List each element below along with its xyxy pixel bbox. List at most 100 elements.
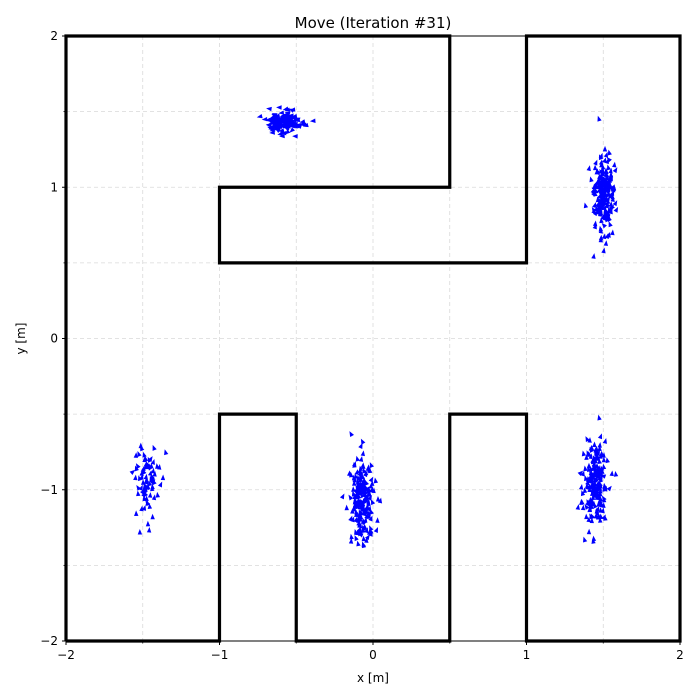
particle-marker	[362, 490, 367, 497]
particle-marker	[279, 124, 285, 129]
cluster-right-upper	[583, 115, 619, 259]
particle-marker	[283, 120, 290, 125]
particle-marker	[373, 477, 379, 484]
particle-marker	[606, 485, 612, 492]
particle-marker	[144, 495, 149, 502]
particle-marker	[598, 475, 603, 482]
particle-marker	[591, 253, 596, 259]
particle-marker	[606, 164, 612, 171]
particle-marker	[370, 499, 376, 506]
particle-marker	[608, 204, 615, 211]
particle-marker	[157, 481, 163, 488]
y-tick-label: 0	[50, 332, 58, 346]
particle-marker	[265, 123, 272, 128]
particle-marker	[361, 541, 366, 548]
particle-marker	[588, 499, 593, 506]
particle-marker	[608, 221, 613, 228]
particle-marker	[360, 438, 366, 445]
particle-marker	[606, 156, 612, 163]
particle-marker	[589, 513, 594, 520]
particle-marker	[598, 152, 603, 159]
y-axis-label: y [m]	[14, 323, 28, 355]
particle-marker	[583, 202, 589, 209]
particle-marker	[282, 114, 289, 119]
chart-title: Move (Iteration #31)	[295, 14, 452, 32]
particle-marker	[349, 471, 354, 478]
particle-marker	[278, 110, 285, 115]
particle-marker	[354, 469, 359, 475]
particle-marker	[597, 115, 602, 122]
particle-marker	[598, 467, 604, 474]
particle-marker	[369, 480, 375, 486]
particle-marker	[133, 474, 138, 481]
particle-marker	[371, 487, 376, 494]
particle-marker	[365, 488, 371, 494]
particle-marker	[597, 499, 602, 506]
y-tick-label: 1	[50, 180, 58, 194]
particles	[129, 105, 619, 549]
particle-marker	[585, 484, 590, 491]
particle-marker	[364, 534, 370, 541]
particle-marker	[143, 473, 148, 480]
particle-marker	[581, 450, 587, 457]
particle-marker	[354, 535, 359, 542]
axis-ticks: −2 −1 0 1 2 −2 −1 0 1 2	[40, 29, 684, 662]
particle-marker	[309, 118, 316, 123]
x-axis-label: x [m]	[357, 671, 389, 685]
particle-marker	[136, 490, 141, 497]
particle-marker	[150, 513, 155, 520]
particle-marker	[598, 225, 603, 232]
particle-marker	[160, 474, 166, 481]
particle-marker	[587, 451, 592, 457]
particle-marker	[145, 499, 150, 506]
particle-marker	[601, 463, 607, 470]
particle-marker	[601, 502, 606, 508]
particle-marker	[586, 528, 592, 535]
particle-marker	[586, 462, 592, 469]
particle-marker	[584, 513, 589, 520]
particle-marker	[592, 223, 597, 230]
particle-marker	[288, 108, 295, 113]
particle-marker	[364, 486, 370, 492]
particle-marker	[144, 477, 149, 483]
particle-marker	[368, 515, 373, 522]
particle-marker	[607, 149, 612, 156]
particle-marker	[352, 480, 357, 486]
x-tick-label: 2	[676, 648, 684, 662]
particle-marker	[602, 211, 607, 218]
particle-marker	[364, 537, 369, 543]
cluster-bottom-left	[129, 442, 169, 535]
particle-marker	[145, 484, 150, 490]
particle-marker	[596, 494, 602, 501]
particle-marker	[603, 151, 609, 158]
particle-marker	[355, 529, 360, 536]
particle-marker	[607, 216, 612, 222]
particle-marker	[592, 202, 597, 209]
particle-marker	[611, 185, 617, 192]
particle-marker	[600, 170, 605, 176]
particle-marker	[578, 483, 584, 490]
particle-marker	[296, 124, 302, 129]
particle-marker	[352, 461, 357, 467]
particle-marker	[367, 494, 372, 501]
particle-marker	[284, 107, 291, 112]
particle-marker	[357, 522, 363, 529]
particle-marker	[591, 206, 597, 213]
particle-marker	[352, 493, 358, 500]
particle-marker	[134, 510, 139, 516]
particle-marker	[289, 127, 295, 133]
particle-marker	[278, 128, 285, 133]
particle-marker	[351, 486, 356, 492]
particle-marker	[364, 479, 370, 486]
particle-marker	[137, 529, 143, 535]
particle-marker	[610, 196, 615, 203]
particle-marker	[601, 222, 607, 229]
particle-marker	[612, 200, 618, 207]
particle-marker	[584, 454, 589, 460]
particle-marker	[361, 497, 366, 503]
particle-marker	[369, 462, 375, 469]
particle-marker	[604, 168, 609, 175]
particle-marker	[598, 517, 603, 523]
particle-marker	[362, 510, 367, 516]
